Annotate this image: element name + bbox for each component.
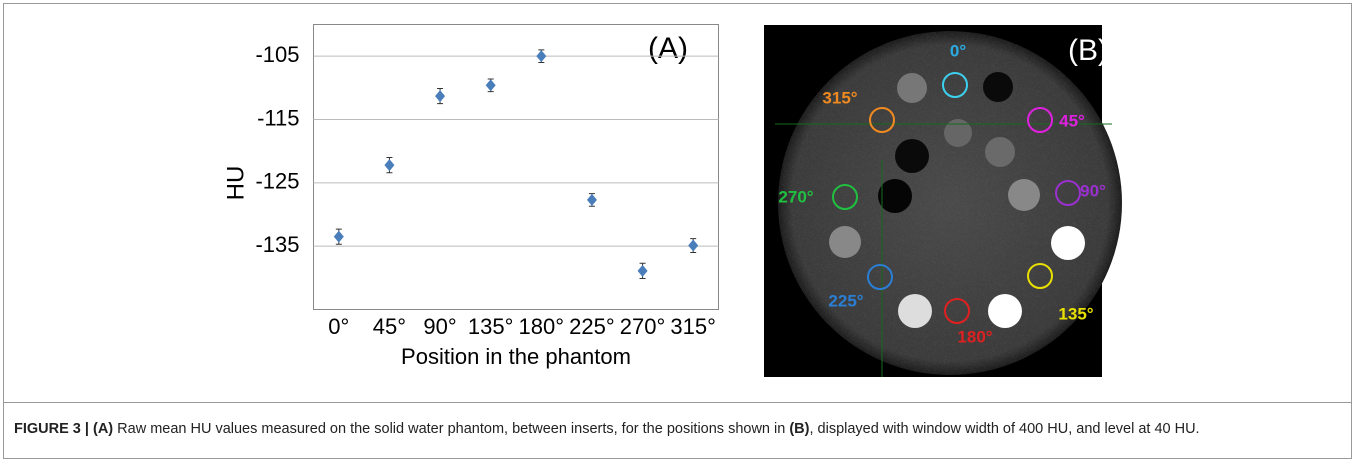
y-tick-label: -115 (257, 105, 299, 130)
caption-bold: FIGURE 3 | (A) (14, 421, 113, 437)
x-tick-label: 315° (670, 314, 716, 339)
caption-text: Raw mean HU values measured on the solid… (113, 421, 789, 437)
caption-text: , displayed with window width of 400 HU,… (809, 421, 1199, 437)
page: HU Position in the phantom (A) -135 -125 -… (0, 0, 1357, 463)
x-tick-label: 270° (620, 314, 666, 339)
position-label: 225° (828, 291, 863, 310)
caption: FIGURE 3 | (A) Raw mean HU values measur… (14, 419, 1344, 440)
panel-b: 0° 45° 90° 135° 180° 225° 270° 315° (B) (764, 25, 1122, 377)
figure: HU Position in the phantom (A) -135 -125 -… (0, 0, 1357, 463)
y-tick-label: -135 (255, 232, 299, 257)
x-tick-label: 135° (468, 314, 514, 339)
position-label: 270° (778, 187, 813, 206)
position-label: 180° (957, 327, 992, 346)
position-label: 315° (822, 88, 857, 107)
x-tick-label: 45° (373, 314, 406, 339)
position-label: 0° (950, 41, 966, 60)
panel-label: (A) (648, 32, 688, 65)
y-tick-label: -105 (255, 42, 299, 67)
caption-bold: (B) (789, 421, 809, 437)
panel-label: (B) (1068, 34, 1108, 67)
position-label: 135° (1058, 304, 1093, 323)
plot-area (314, 25, 719, 310)
x-tick-label: 90° (423, 314, 456, 339)
x-axis-label: Position in the phantom (401, 344, 631, 369)
x-tick-label: 0° (328, 314, 349, 339)
y-tick-label: -125 (255, 169, 299, 194)
x-tick-label: 180° (519, 314, 565, 339)
panel-a: HU Position in the phantom (A) -135 -125 -… (222, 25, 718, 369)
position-label: 90° (1080, 181, 1106, 200)
y-axis-label: HU (222, 166, 249, 201)
x-tick-label: 225° (569, 314, 615, 339)
position-label: 45° (1059, 111, 1085, 130)
